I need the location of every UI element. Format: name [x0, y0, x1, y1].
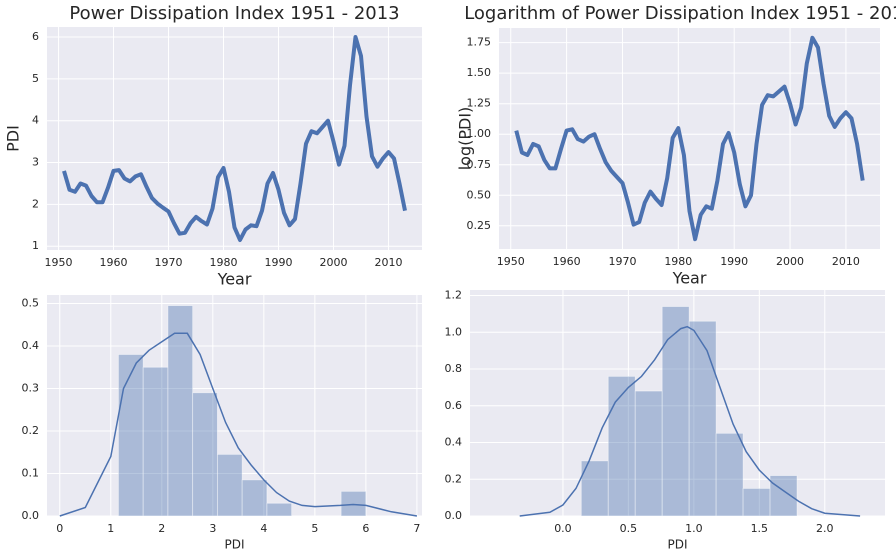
bar: [715, 432, 744, 517]
bar: [580, 460, 609, 517]
x-tick-label: 1970: [608, 255, 636, 268]
bar: [607, 375, 636, 517]
y-tick-label: 1.0: [445, 325, 463, 338]
chart-title: Logarithm of Power Dissipation Index 195…: [464, 3, 896, 24]
x-tick-label: 0: [56, 522, 63, 535]
kde-line: [519, 325, 861, 517]
x-tick-label: 7: [413, 522, 420, 535]
x-tick-label: 1: [107, 522, 114, 535]
bar: [192, 392, 218, 517]
bar: [217, 453, 243, 517]
y-tick-label: 1.00: [467, 127, 492, 140]
x-tick-label: 6: [362, 522, 369, 535]
y-tick-label: 4: [32, 114, 39, 127]
y-tick-label: 5: [32, 72, 39, 85]
x-tick-label: 1970: [155, 256, 183, 269]
x-axis-label: PDI: [667, 538, 687, 552]
y-tick-label: 3: [32, 156, 39, 169]
x-tick-label: 1990: [720, 255, 748, 268]
x-tick-label: 1950: [45, 256, 73, 269]
x-tick-label: 0.5: [620, 522, 638, 535]
chart-title: Power Dissipation Index 1951 - 2013: [69, 3, 399, 24]
plot-area: [47, 295, 422, 516]
plot-area: [470, 290, 885, 516]
bar: [340, 490, 367, 517]
x-tick-label: 5: [311, 522, 318, 535]
bar: [266, 502, 293, 517]
x-tick-label: 1.5: [751, 522, 769, 535]
y-tick-label: 1.75: [467, 36, 492, 49]
x-tick-label: 2010: [832, 255, 860, 268]
x-axis-label: PDI: [224, 538, 244, 552]
y-tick-label: 0.0: [22, 509, 40, 522]
x-axis-label: Year: [217, 270, 252, 289]
bar: [241, 479, 268, 517]
x-tick-label: 1960: [553, 255, 581, 268]
x-tick-label: 2.0: [816, 522, 834, 535]
x-tick-label: 2010: [374, 256, 402, 269]
y-axis-label: PDI: [4, 125, 23, 152]
bar: [769, 475, 798, 517]
x-tick-label: 1980: [664, 255, 692, 268]
x-tick-label: 1980: [210, 256, 238, 269]
y-tick-label: 0.2: [22, 424, 40, 437]
x-tick-label: 4: [260, 522, 267, 535]
bar: [142, 366, 169, 517]
y-tick-label: 1.25: [467, 97, 492, 110]
x-tick-label: 0.0: [554, 522, 572, 535]
bar: [688, 320, 717, 517]
bar: [118, 354, 144, 517]
line: [62, 35, 407, 242]
y-tick-label: 0.5: [22, 297, 40, 310]
x-tick-label: 3: [209, 522, 216, 535]
x-tick-label: 1960: [100, 256, 128, 269]
x-tick-label: 1990: [264, 256, 292, 269]
y-tick-label: 0.2: [445, 472, 463, 485]
line: [514, 35, 865, 242]
y-tick-label: 1.2: [445, 289, 463, 302]
y-tick-label: 0.50: [467, 188, 492, 201]
plot-area: [47, 27, 422, 250]
bar: [167, 305, 194, 517]
bar: [634, 390, 663, 517]
y-tick-label: 0.0: [445, 509, 463, 522]
y-tick-label: 0.4: [445, 436, 463, 449]
x-tick-label: 2000: [776, 255, 804, 268]
y-tick-label: 0.25: [467, 219, 492, 232]
x-axis-label: Year: [672, 269, 707, 288]
y-tick-label: 0.6: [445, 399, 463, 412]
bar: [661, 306, 690, 517]
x-tick-label: 1.0: [685, 522, 703, 535]
y-tick-label: 2: [32, 197, 39, 210]
y-tick-label: 0.1: [22, 467, 40, 480]
y-tick-label: 6: [32, 30, 39, 43]
y-tick-label: 1: [32, 239, 39, 252]
y-tick-label: 1.50: [467, 66, 492, 79]
bar: [742, 488, 771, 517]
y-tick-label: 0.8: [445, 362, 463, 375]
x-tick-label: 2: [158, 522, 165, 535]
y-tick-label: 0.4: [22, 339, 40, 352]
y-tick-label: 0.3: [22, 382, 40, 395]
y-tick-label: 0.75: [467, 158, 492, 171]
x-tick-label: 2000: [319, 256, 347, 269]
kde-line: [59, 332, 418, 517]
y-axis-label: log(PDI): [456, 107, 475, 171]
x-tick-label: 1950: [497, 255, 525, 268]
